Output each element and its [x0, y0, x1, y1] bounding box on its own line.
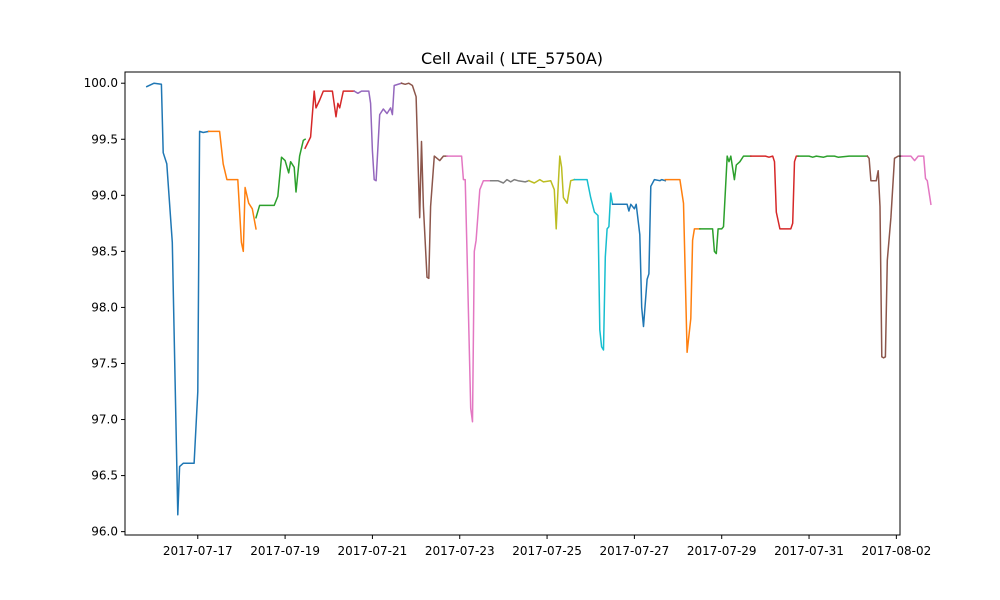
- series-line-1: [145, 82, 210, 516]
- y-tick-label: 96.0: [91, 525, 118, 539]
- y-tick-label: 99.0: [91, 188, 118, 202]
- series-line-14: [750, 155, 799, 230]
- series-line-5: [353, 82, 403, 182]
- x-tick-label: 2017-07-29: [687, 544, 757, 558]
- series-line-3: [255, 138, 307, 219]
- y-tick-label: 99.5: [91, 132, 118, 146]
- y-tick-label: 98.5: [91, 244, 118, 258]
- y-tick-label: 98.0: [91, 300, 118, 314]
- y-tick-label: 97.5: [91, 356, 118, 370]
- series-line-6: [400, 82, 448, 280]
- series-line-4: [304, 90, 355, 150]
- x-tick-label: 2017-07-17: [163, 544, 233, 558]
- x-tick-label: 2017-07-27: [600, 544, 670, 558]
- series-line-17: [901, 155, 932, 206]
- x-tick-label: 2017-07-21: [338, 544, 408, 558]
- axes-layer: 96.0 96.5 97.0 97.5 98.0 98.5 99.0 99.5 100.0 201…: [84, 71, 931, 558]
- series-line-12: [664, 178, 701, 354]
- series-line-7: [446, 155, 492, 423]
- x-tick-label: 2017-08-02: [861, 544, 931, 558]
- series-line-16: [866, 155, 903, 359]
- series-line-11: [611, 178, 667, 328]
- x-tick-label: 2017-07-19: [250, 544, 320, 558]
- series-line-9: [527, 155, 576, 230]
- x-tick-label: 2017-07-25: [512, 544, 582, 558]
- series-line-8: [489, 178, 530, 184]
- series-line-10: [573, 178, 614, 351]
- x-tick-label: 2017-07-23: [425, 544, 495, 558]
- chart-title: Cell Avail ( LTE_5750A): [421, 49, 603, 69]
- y-tick-label: 100.0: [84, 76, 118, 90]
- series-layer: [145, 82, 932, 516]
- series-line-13: [699, 155, 752, 255]
- series-line-15: [797, 155, 869, 158]
- y-tick-label: 97.0: [91, 413, 118, 427]
- y-tick-label: 96.5: [91, 469, 118, 483]
- series-line-2: [207, 130, 257, 253]
- x-tick-label: 2017-07-31: [774, 544, 844, 558]
- plot-frame: [124, 71, 901, 536]
